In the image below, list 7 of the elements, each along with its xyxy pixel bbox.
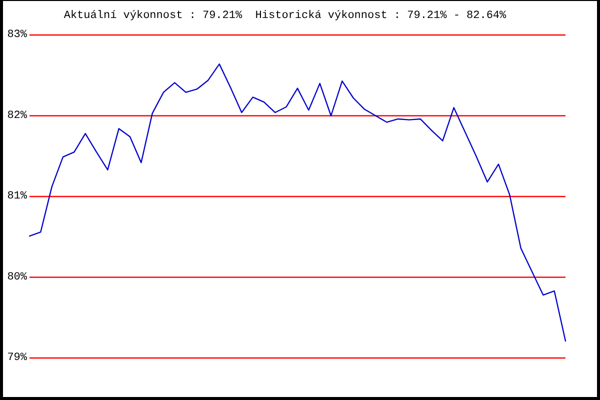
y-tick-label: 82% <box>7 110 28 122</box>
y-tick-label: 81% <box>7 190 28 202</box>
y-tick-label: 79% <box>7 352 28 364</box>
line-series <box>28 63 566 342</box>
chart-title: Aktuální výkonnost : 79.21% Historická výkonnost : 79.21% - 82.64% <box>64 10 507 22</box>
y-tick-label: 80% <box>7 271 28 284</box>
y-tick-label: 83% <box>7 29 28 41</box>
